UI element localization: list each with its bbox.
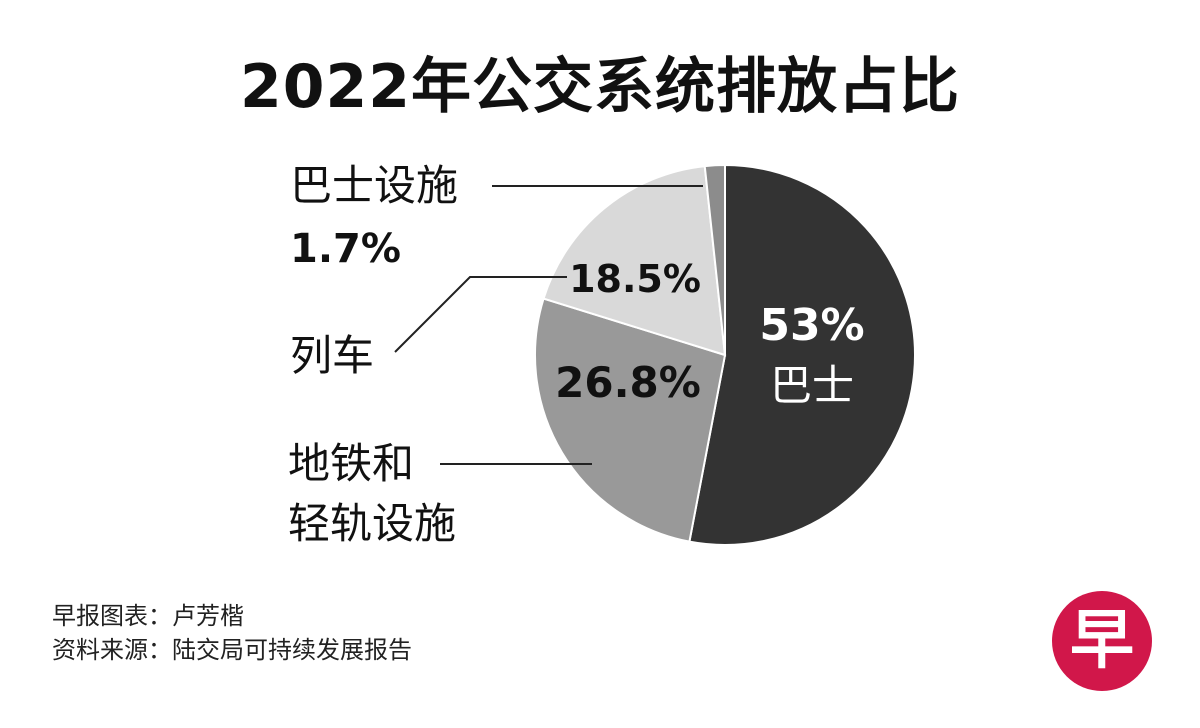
zaobao-logo-glyph: 早 bbox=[1070, 604, 1134, 678]
slice-label-train-value: 18.5% bbox=[569, 257, 701, 301]
pie-slice-3 bbox=[703, 163, 726, 356]
slice-label-bus-facility-value: 1.7% bbox=[290, 226, 401, 272]
pie-slice-0 bbox=[688, 163, 916, 546]
slice-label-bus-facility-name: 巴士设施 bbox=[290, 161, 458, 210]
slice-label-bus-value: 53% bbox=[759, 300, 864, 351]
chart-title: 2022年公交系统排放占比 bbox=[240, 52, 960, 122]
pie-slices bbox=[534, 163, 916, 546]
data-source: 资料来源：陆交局可持续发展报告 bbox=[52, 636, 412, 664]
zaobao-logo: 早 bbox=[1052, 591, 1152, 691]
slice-label-mrt-name-line2: 轻轨设施 bbox=[288, 499, 456, 548]
leader-line-train bbox=[394, 276, 567, 353]
chart-credit: 早报图表：卢芳楷 bbox=[52, 602, 244, 630]
slice-label-bus-name: 巴士 bbox=[770, 361, 854, 410]
slice-label-mrt-name-line1: 地铁和 bbox=[288, 439, 414, 488]
slice-label-train-name: 列车 bbox=[290, 331, 374, 380]
pie-slice-1 bbox=[534, 297, 727, 543]
slice-label-mrt-value: 26.8% bbox=[555, 358, 701, 407]
